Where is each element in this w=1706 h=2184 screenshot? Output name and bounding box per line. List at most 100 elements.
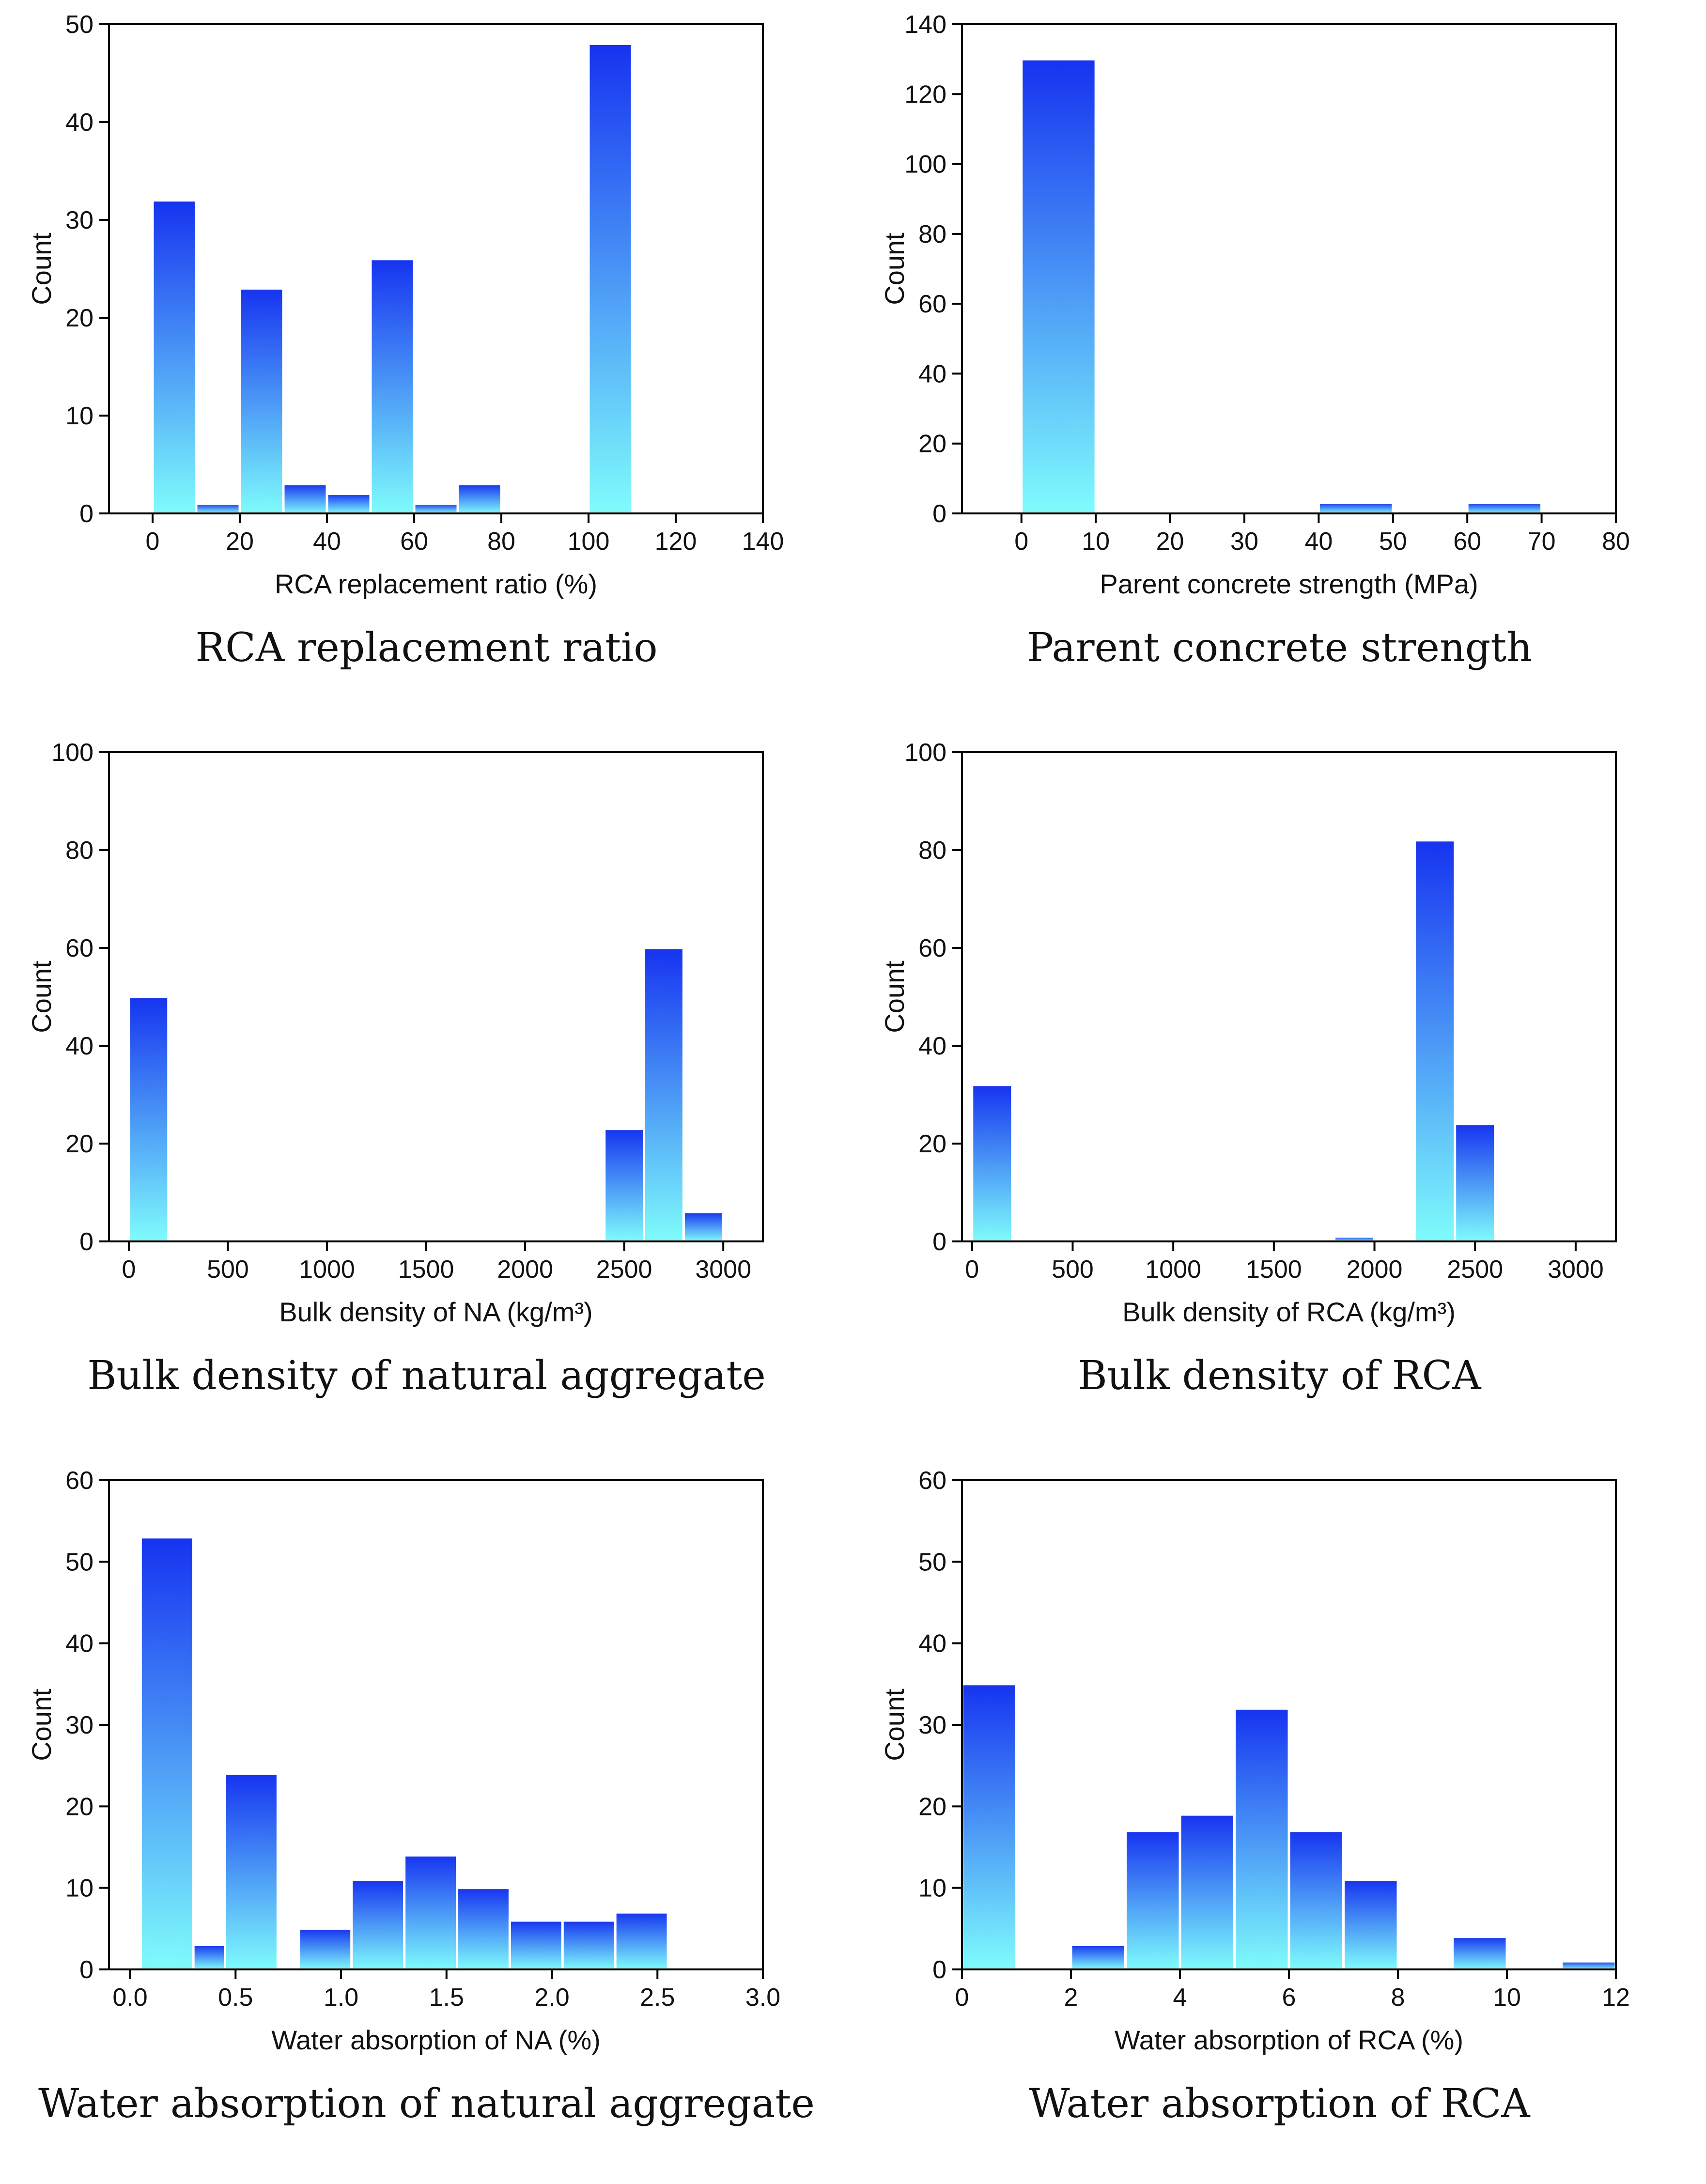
histogram-bar-3 bbox=[1454, 1123, 1497, 1243]
histogram-bar-4 bbox=[350, 1878, 406, 1971]
plot-frame bbox=[108, 23, 764, 514]
y-tick-label: 40 bbox=[65, 1630, 93, 1658]
plot-frame bbox=[961, 23, 1617, 514]
x-tick-label: 2000 bbox=[497, 1255, 553, 1284]
histogram-bar-2 bbox=[224, 1772, 279, 1971]
panel-rca-replacement-ratio: 0 20 40 60 80 100 120 140 0 10 20 30 40 50 RCA replace… bbox=[0, 0, 853, 728]
x-axis-label: Bulk density of NA (kg/m³) bbox=[279, 1297, 592, 1327]
y-tick-label: 80 bbox=[918, 836, 946, 865]
histogram-bar-0 bbox=[961, 1683, 1018, 1971]
histogram-bar-1 bbox=[1070, 1944, 1127, 1971]
y-tick-label: 100 bbox=[51, 739, 93, 767]
y-tick-label: 40 bbox=[918, 1032, 946, 1060]
y-axis-label: Count bbox=[879, 960, 910, 1033]
x-tick-label: 1500 bbox=[1246, 1255, 1302, 1284]
y-tick-label: 60 bbox=[918, 1467, 946, 1495]
histogram-bar-7 bbox=[508, 1919, 564, 1971]
chart-parent-concrete-strength: 0 10 20 30 40 50 60 70 80 0 20 40 60 80 100 120 140 Paren… bbox=[879, 11, 1630, 599]
plot-frame bbox=[961, 751, 1617, 1242]
histogram-bar-0 bbox=[139, 1536, 195, 1971]
x-tick-label: 500 bbox=[207, 1255, 249, 1284]
histogram-bar-0 bbox=[1020, 58, 1097, 515]
histogram-bar-2 bbox=[238, 287, 285, 515]
y-tick-label: 50 bbox=[918, 1548, 946, 1576]
y-tick-label: 0 bbox=[79, 1228, 93, 1256]
x-axis-label: RCA replacement ratio (%) bbox=[275, 569, 597, 599]
histogram-bar-1 bbox=[603, 1128, 646, 1243]
histogram-bar-7 bbox=[456, 482, 503, 515]
histogram-bar-8 bbox=[561, 1919, 617, 1971]
x-tick-label: 60 bbox=[400, 527, 428, 556]
y-axis-label: Count bbox=[879, 232, 910, 305]
y-tick-label: 20 bbox=[65, 304, 93, 332]
x-tick-label: 10 bbox=[1082, 527, 1110, 556]
x-tick-label: 0.0 bbox=[112, 1983, 147, 2012]
x-tick-label: 40 bbox=[313, 527, 341, 556]
x-axis-label: Water absorption of RCA (%) bbox=[1115, 2025, 1463, 2055]
y-tick-label: 10 bbox=[65, 1874, 93, 1903]
panel-bulk-density-rca: 0 500 1000 1500 2000 2500 3000 0 20 40 60 80 100 Bulk… bbox=[853, 728, 1706, 1456]
x-tick-label: 4 bbox=[1173, 1983, 1187, 2012]
x-tick-label: 2500 bbox=[1447, 1255, 1503, 1284]
y-tick-label: 40 bbox=[65, 108, 93, 137]
y-axis-label: Count bbox=[879, 1688, 910, 1761]
y-tick-label: 120 bbox=[904, 80, 946, 108]
x-axis-label: Water absorption of NA (%) bbox=[271, 2025, 601, 2055]
y-tick-label: 0 bbox=[932, 1956, 946, 1984]
histogram-bar-6 bbox=[1342, 1878, 1399, 1971]
histogram-bar-0 bbox=[971, 1084, 1014, 1243]
x-tick-label: 2.0 bbox=[534, 1983, 569, 2012]
x-tick-label: 2 bbox=[1064, 1983, 1078, 2012]
x-tick-label: 0 bbox=[146, 527, 160, 556]
y-tick-label: 10 bbox=[918, 1874, 946, 1903]
y-tick-label: 100 bbox=[904, 739, 946, 767]
x-tick-label: 0 bbox=[122, 1255, 136, 1284]
x-tick-label: 80 bbox=[1602, 527, 1630, 556]
y-tick-label: 10 bbox=[65, 402, 93, 430]
histogram-bar-6 bbox=[456, 1887, 511, 1971]
chart-bulk-density-rca: 0 500 1000 1500 2000 2500 3000 0 20 40 60 80 100 Bulk… bbox=[879, 739, 1617, 1327]
x-tick-label: 3000 bbox=[1548, 1255, 1604, 1284]
histogram-bar-7 bbox=[1451, 1936, 1508, 1971]
caption-water-absorption-na: Water absorption of natural aggregate bbox=[38, 2081, 815, 2127]
histogram-bar-3 bbox=[682, 1210, 725, 1243]
y-tick-label: 30 bbox=[918, 1711, 946, 1739]
y-tick-label: 60 bbox=[918, 934, 946, 962]
x-tick-label: 60 bbox=[1453, 527, 1481, 556]
x-tick-label: 2000 bbox=[1347, 1255, 1403, 1284]
chart-water-absorption-rca: 0 2 4 6 8 10 12 0 10 20 30 40 50 60 Water absorption o… bbox=[879, 1467, 1630, 2055]
histogram-bar-5 bbox=[1287, 1829, 1345, 1971]
y-tick-label: 20 bbox=[918, 430, 946, 458]
histogram-bar-1 bbox=[192, 1944, 227, 1971]
histogram-bar-2 bbox=[1413, 839, 1457, 1243]
histogram-bar-3 bbox=[282, 482, 328, 515]
x-tick-label: 20 bbox=[1156, 527, 1184, 556]
histogram-bar-5 bbox=[369, 258, 416, 515]
x-tick-label: 1.0 bbox=[324, 1983, 358, 2012]
histogram-bar-2 bbox=[643, 946, 685, 1243]
x-tick-label: 140 bbox=[742, 527, 784, 556]
chart-bulk-density-na: 0 500 1000 1500 2000 2500 3000 0 20 40 60 80 100 Bulk… bbox=[26, 739, 764, 1327]
y-tick-label: 0 bbox=[932, 1228, 946, 1256]
y-tick-label: 20 bbox=[65, 1130, 93, 1158]
panel-parent-concrete-strength: 0 10 20 30 40 50 60 70 80 0 20 40 60 80 100 120 140 Paren… bbox=[853, 0, 1706, 728]
x-tick-label: 0 bbox=[1014, 527, 1028, 556]
y-tick-label: 0 bbox=[79, 1956, 93, 1984]
y-axis-label: Count bbox=[26, 232, 57, 305]
y-tick-label: 80 bbox=[65, 836, 93, 865]
x-tick-label: 6 bbox=[1282, 1983, 1296, 2012]
caption-water-absorption-rca: Water absorption of RCA bbox=[1029, 2081, 1530, 2127]
histogram-bar-1 bbox=[1317, 501, 1395, 515]
y-tick-label: 0 bbox=[79, 500, 93, 528]
x-tick-label: 0 bbox=[955, 1983, 969, 2012]
histogram-bar-8 bbox=[587, 42, 634, 515]
x-tick-label: 50 bbox=[1379, 527, 1407, 556]
histogram-bar-6 bbox=[413, 502, 459, 515]
y-axis-label: Count bbox=[26, 1688, 57, 1761]
histogram-bar-3 bbox=[297, 1927, 353, 1971]
y-tick-label: 80 bbox=[918, 220, 946, 248]
histogram-bar-0 bbox=[151, 199, 198, 515]
y-tick-label: 40 bbox=[918, 1630, 946, 1658]
histogram-bar-3 bbox=[1179, 1813, 1236, 1971]
y-axis-label: Count bbox=[26, 960, 57, 1033]
